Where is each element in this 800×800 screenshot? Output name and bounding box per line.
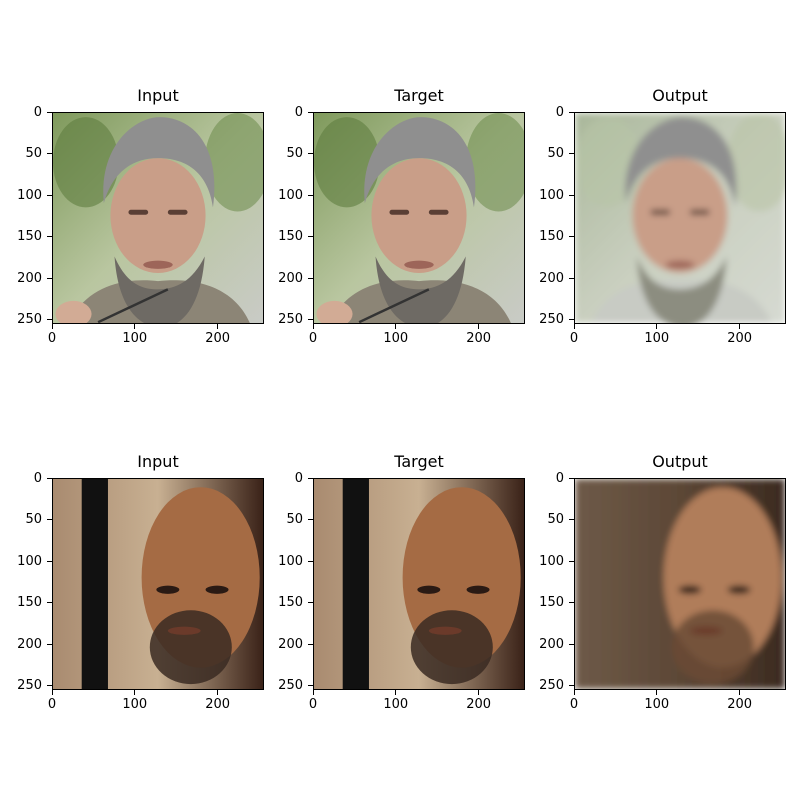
y-tick-label: 0 (8, 472, 52, 485)
y-tick-label: 250 (8, 679, 52, 692)
y-tick-label: 250 (530, 313, 574, 326)
y-tick-label: 250 (269, 313, 313, 326)
y-tick-label: 250 (269, 679, 313, 692)
y-tick-label: 150 (8, 230, 52, 243)
panel-title: Output (652, 86, 708, 105)
y-tick-label: 250 (8, 313, 52, 326)
y-tick-label: 150 (269, 596, 313, 609)
x-tick-label: 200 (720, 690, 760, 711)
panel-title: Input (137, 452, 179, 471)
panel-title: Target (394, 86, 444, 105)
y-tick-label: 0 (530, 106, 574, 119)
y-tick-label: 150 (269, 230, 313, 243)
panel-title: Output (652, 452, 708, 471)
x-tick-label: 0 (32, 690, 72, 711)
x-tick-label: 0 (32, 324, 72, 345)
face-image-panel (574, 478, 786, 690)
face-image-panel (313, 112, 525, 324)
y-tick-label: 200 (8, 638, 52, 651)
x-tick-label: 100 (637, 690, 677, 711)
panel-title: Input (137, 86, 179, 105)
y-tick-label: 0 (530, 472, 574, 485)
y-tick-label: 0 (8, 106, 52, 119)
y-tick-label: 200 (269, 272, 313, 285)
x-tick-label: 100 (115, 690, 155, 711)
x-tick-label: 0 (554, 324, 594, 345)
face-image-panel (313, 478, 525, 690)
y-tick-label: 50 (8, 147, 52, 160)
x-tick-label: 0 (554, 690, 594, 711)
x-tick-label: 200 (198, 324, 238, 345)
panel-title: Target (394, 452, 444, 471)
x-tick-label: 200 (720, 324, 760, 345)
x-tick-label: 0 (293, 690, 333, 711)
y-tick-label: 50 (8, 513, 52, 526)
x-tick-label: 0 (293, 324, 333, 345)
x-tick-label: 100 (637, 324, 677, 345)
y-tick-label: 200 (8, 272, 52, 285)
y-tick-label: 150 (530, 230, 574, 243)
x-tick-label: 100 (376, 690, 416, 711)
y-tick-label: 100 (530, 555, 574, 568)
face-image-panel (52, 478, 264, 690)
y-tick-label: 50 (530, 147, 574, 160)
y-tick-label: 200 (269, 638, 313, 651)
y-tick-label: 50 (269, 513, 313, 526)
y-tick-label: 0 (269, 472, 313, 485)
x-tick-label: 100 (115, 324, 155, 345)
x-tick-label: 200 (459, 690, 499, 711)
y-tick-label: 150 (8, 596, 52, 609)
y-tick-label: 100 (269, 189, 313, 202)
y-tick-label: 200 (530, 272, 574, 285)
y-tick-label: 100 (269, 555, 313, 568)
x-tick-label: 200 (198, 690, 238, 711)
y-tick-label: 150 (530, 596, 574, 609)
y-tick-label: 100 (8, 189, 52, 202)
y-tick-label: 50 (530, 513, 574, 526)
y-tick-label: 100 (530, 189, 574, 202)
y-tick-label: 100 (8, 555, 52, 568)
face-image-panel (574, 112, 786, 324)
y-tick-label: 200 (530, 638, 574, 651)
y-tick-label: 50 (269, 147, 313, 160)
face-image-panel (52, 112, 264, 324)
y-tick-label: 0 (269, 106, 313, 119)
x-tick-label: 100 (376, 324, 416, 345)
x-tick-label: 200 (459, 324, 499, 345)
y-tick-label: 250 (530, 679, 574, 692)
